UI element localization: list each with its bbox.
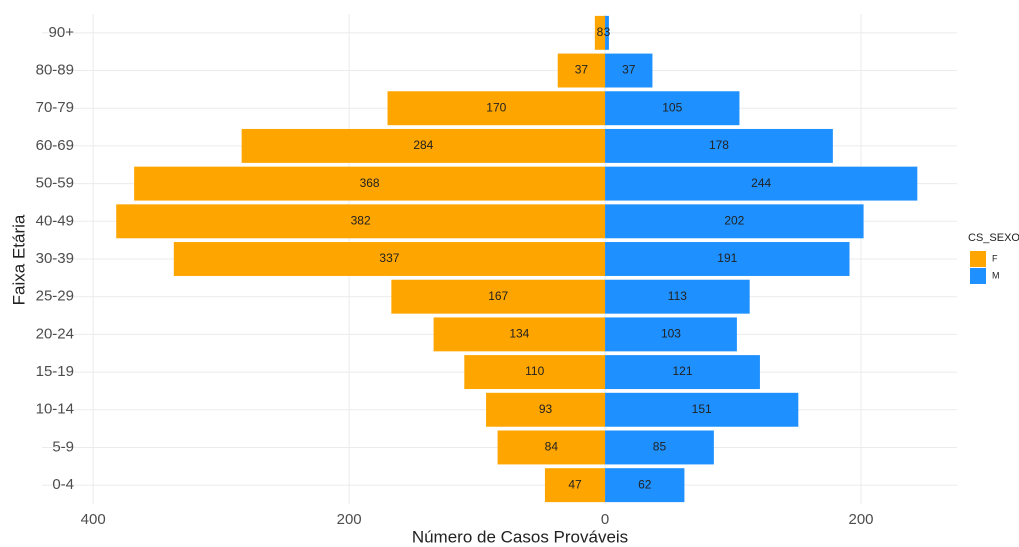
data-label: 151 [692, 402, 712, 416]
bar [605, 279, 750, 314]
data-label: 167 [488, 289, 508, 303]
data-label: 3 [604, 25, 611, 39]
bar [134, 166, 606, 201]
bar [605, 242, 850, 276]
data-label: 85 [653, 440, 667, 454]
bar [605, 128, 833, 163]
y-tick-label: 10-14 [36, 401, 74, 418]
bar [391, 279, 606, 314]
bar [605, 468, 685, 503]
legend-label: M [992, 270, 1000, 280]
data-label: 105 [662, 100, 682, 114]
bar [497, 430, 606, 465]
y-tick-label: 90+ [49, 24, 75, 41]
bar [557, 53, 606, 88]
data-label: 368 [360, 176, 380, 190]
data-label: 337 [379, 251, 399, 265]
x-tick-label: 200 [337, 511, 362, 528]
y-tick-label: 80-89 [36, 62, 74, 79]
legend-label: F [992, 253, 998, 263]
x-tick-label: 400 [81, 511, 106, 528]
bar [116, 204, 606, 239]
data-label: 103 [661, 327, 681, 341]
data-label: 93 [539, 402, 553, 416]
bar [433, 317, 606, 352]
x-tick-label: 0 [601, 511, 609, 528]
y-tick-label: 15-19 [36, 363, 74, 380]
data-label: 134 [509, 327, 529, 341]
bar [594, 15, 606, 50]
data-label: 37 [622, 63, 636, 77]
bar [605, 392, 799, 427]
y-tick-label: 0-4 [52, 476, 74, 493]
bar [605, 317, 737, 352]
data-label: 382 [351, 213, 371, 227]
bar [486, 392, 606, 427]
data-label: 202 [724, 213, 744, 227]
bar [464, 355, 606, 390]
x-tick-label: 200 [849, 511, 874, 528]
data-label: 84 [545, 440, 559, 454]
y-tick-label: 20-24 [36, 325, 74, 342]
y-tick-label: 60-69 [36, 137, 74, 154]
data-label: 284 [413, 138, 433, 152]
bar [605, 430, 714, 465]
y-tick-label: 40-49 [36, 212, 74, 229]
bar [544, 468, 606, 503]
y-tick-label: 30-39 [36, 250, 74, 267]
bar [605, 355, 760, 390]
y-axis-title: Faixa Etária [9, 214, 28, 305]
data-label: 170 [486, 100, 506, 114]
bar [387, 91, 606, 126]
y-tick-label: 50-59 [36, 175, 74, 192]
data-label: 47 [568, 477, 582, 491]
data-label: 178 [709, 138, 729, 152]
y-tick-label: 5-9 [52, 438, 74, 455]
x-axis-title: Número de Casos Prováveis [412, 527, 628, 546]
y-tick-label: 25-29 [36, 288, 74, 305]
legend-title: CS_SEXO [968, 232, 1019, 244]
bar [605, 204, 864, 239]
legend-key [970, 251, 986, 267]
bar [605, 15, 609, 50]
legend-key [970, 268, 986, 284]
data-label: 244 [751, 176, 771, 190]
data-label: 37 [575, 63, 589, 77]
bar [173, 242, 606, 276]
bar [605, 91, 740, 126]
bar [241, 128, 606, 163]
data-label: 191 [717, 251, 737, 265]
data-label: 8 [597, 25, 604, 39]
data-label: 121 [672, 364, 692, 378]
data-label: 113 [668, 289, 687, 303]
y-tick-label: 70-79 [36, 99, 74, 116]
bar [605, 166, 918, 201]
data-label: 110 [525, 364, 544, 378]
bar [605, 53, 653, 88]
data-label: 62 [638, 477, 652, 491]
